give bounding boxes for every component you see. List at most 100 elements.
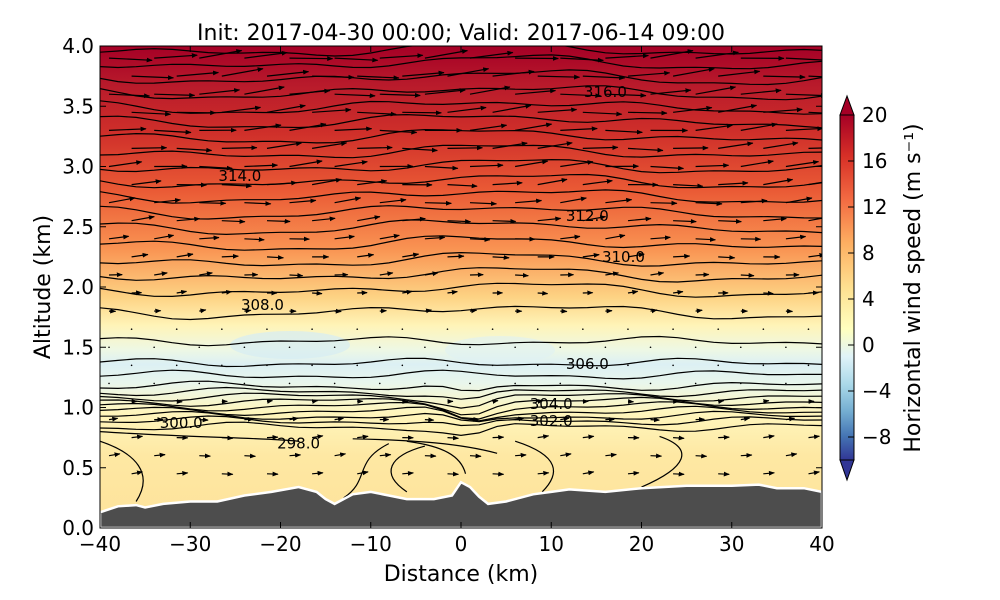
x-tick-label: 0	[455, 532, 468, 556]
wind-vector	[108, 93, 151, 99]
wind-vector	[582, 470, 595, 476]
wind-vector	[266, 364, 268, 367]
wind-vector	[627, 289, 639, 295]
y-tick-label: 2.5	[62, 215, 94, 239]
wind-vector	[221, 145, 258, 151]
wind-vector	[244, 453, 256, 459]
contour-label: 308.0	[241, 296, 284, 314]
wind-vector	[650, 235, 671, 241]
y-tick-label: 0.5	[62, 456, 94, 480]
wind-vector	[334, 93, 376, 99]
wind-vector	[447, 105, 487, 113]
y-tick-label: 1.5	[62, 335, 94, 359]
wind-vector	[469, 163, 504, 168]
wind-vector	[469, 237, 491, 242]
wind-vector	[537, 216, 562, 222]
wind-vector	[627, 110, 668, 116]
wind-vector	[379, 271, 394, 277]
wind-vector	[402, 70, 445, 77]
wind-vector	[402, 147, 438, 153]
wind-vector	[244, 50, 288, 59]
wind-vector	[424, 49, 468, 59]
isentrope-line	[352, 438, 498, 454]
wind-vector	[221, 105, 262, 113]
wind-vector	[266, 255, 284, 260]
wind-vector	[673, 471, 685, 477]
colorbar-tick-label: −8	[862, 425, 891, 449]
wind-vector	[514, 382, 516, 385]
wind-vector	[131, 434, 144, 440]
x-tick-label: −30	[169, 532, 211, 556]
wind-vector	[379, 53, 424, 59]
wind-vector	[424, 200, 452, 206]
wind-vector	[175, 328, 178, 330]
wind-vector	[650, 308, 658, 314]
wind-vector	[514, 416, 525, 422]
wind-vector	[604, 346, 607, 349]
contour-label: 302.0	[530, 412, 573, 430]
wind-vector	[627, 364, 629, 367]
wind-vector	[266, 328, 268, 330]
wind-vector	[649, 382, 652, 385]
wind-vector	[131, 145, 168, 151]
contour-label: 304.0	[530, 395, 573, 413]
wind-vector	[582, 252, 600, 258]
isentrope-line	[514, 440, 555, 493]
wind-vector	[221, 253, 239, 259]
wind-vector	[560, 452, 572, 458]
wind-vector	[560, 93, 602, 98]
wind-vector	[650, 200, 678, 206]
wind-vector	[221, 219, 246, 224]
y-axis-label: Altitude (km)	[31, 215, 56, 359]
wind-vector	[176, 252, 194, 258]
y-tick-label: 0.0	[62, 516, 94, 540]
colorbar-body	[839, 114, 855, 461]
wind-vector	[650, 49, 694, 59]
wind-vector	[199, 165, 233, 171]
wind-vector	[763, 107, 803, 113]
wind-vector	[244, 308, 252, 314]
wind-vector	[740, 273, 755, 278]
wind-vector	[785, 452, 798, 458]
chart-title: Init: 2017-04-30 00:00; Valid: 2017-06-1…	[197, 21, 725, 46]
isentrope-line	[100, 158, 822, 174]
wind-vector	[356, 328, 359, 330]
wind-vector	[492, 471, 505, 477]
wind-vector	[108, 416, 119, 422]
wind-vector	[357, 75, 400, 81]
wind-vector	[334, 452, 347, 458]
colorbar-extend-top	[839, 94, 855, 116]
wind-vector	[244, 85, 285, 95]
wind-vector	[537, 290, 549, 296]
wind-vector	[650, 88, 692, 95]
wind-vector	[515, 273, 529, 278]
wind-vector	[131, 75, 174, 81]
wind-vector	[221, 435, 234, 441]
wind-vector	[379, 233, 400, 240]
wind-vector	[491, 364, 494, 367]
wind-vector	[357, 179, 388, 186]
wind-vector	[334, 57, 379, 63]
wind-vector	[244, 123, 282, 131]
wind-vector	[154, 129, 192, 135]
wind-vector	[763, 399, 770, 404]
wind-vector	[537, 177, 568, 186]
wind-vector	[446, 328, 449, 330]
isentrope-line	[100, 401, 822, 420]
isentrope-line	[100, 54, 822, 70]
isentrope-line	[100, 205, 822, 220]
wind-vector	[356, 364, 359, 367]
isentrope-line	[100, 100, 822, 115]
contour-label: 306.0	[566, 355, 609, 373]
wind-vector	[627, 470, 640, 476]
wind-vector	[469, 308, 478, 314]
isentrope-line	[641, 435, 683, 488]
isentrope-line	[100, 386, 822, 400]
wind-vector	[515, 452, 527, 458]
wind-vector	[108, 382, 110, 385]
wind-vector	[605, 197, 633, 204]
wind-vector	[808, 111, 822, 114]
colorbar-tick-label: 4	[862, 287, 875, 311]
wind-vector	[131, 215, 155, 222]
wind-vector	[176, 470, 189, 476]
